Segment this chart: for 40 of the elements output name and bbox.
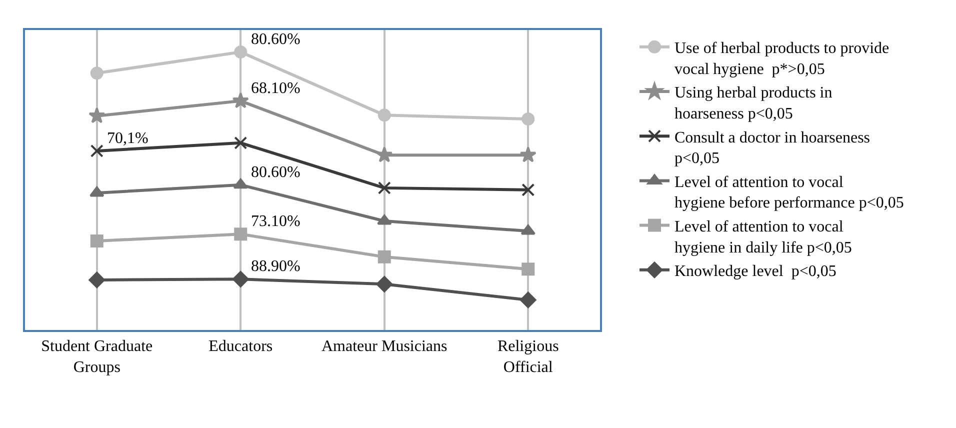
annotation: 88.90% xyxy=(251,258,300,275)
x-tick-label: Educators xyxy=(208,338,273,355)
point xyxy=(234,228,248,241)
annotation: 70,1% xyxy=(107,130,148,147)
annotation: 73.10% xyxy=(251,213,300,230)
x-tick-label: Student Graduate Groups xyxy=(41,338,153,376)
annotation: 68.10% xyxy=(251,80,300,97)
x-tick-label: Amateur Musicians xyxy=(322,338,448,355)
point xyxy=(522,262,535,276)
point xyxy=(88,107,106,124)
point xyxy=(90,66,104,80)
point xyxy=(90,186,104,197)
point xyxy=(522,183,535,196)
point xyxy=(378,250,391,264)
point xyxy=(234,46,248,58)
annotation: 80.60% xyxy=(251,31,300,48)
point xyxy=(376,146,393,162)
x-tick-label: Religious Official xyxy=(497,338,559,376)
point xyxy=(378,181,391,194)
legend-label: Consult a doctor in hoarseness p<0,05 xyxy=(674,129,870,168)
point xyxy=(520,146,536,162)
legend-label: Using herbal products in hoarseness p<0,05 xyxy=(674,84,832,123)
point xyxy=(88,272,106,288)
point xyxy=(233,178,248,189)
point xyxy=(520,292,536,308)
legend-label: Use of herbal products to provide vocal hygiene p*>0,05 xyxy=(674,40,890,78)
point xyxy=(377,214,392,225)
point xyxy=(520,224,536,235)
legend-label: Level of attention to vocal hygiene before performance p<0,05 xyxy=(674,174,904,212)
point xyxy=(90,234,104,248)
point xyxy=(522,112,535,126)
annotation: 80.60% xyxy=(251,164,300,181)
legend-label: Knowledge level p<0,05 xyxy=(674,263,836,280)
point xyxy=(232,270,249,288)
legend-label: Level of attention to vocal hygiene in daily life p<0,05 xyxy=(674,218,852,256)
point xyxy=(90,144,104,158)
point xyxy=(376,276,393,292)
point xyxy=(378,108,391,122)
point xyxy=(232,92,249,108)
point xyxy=(234,136,248,150)
